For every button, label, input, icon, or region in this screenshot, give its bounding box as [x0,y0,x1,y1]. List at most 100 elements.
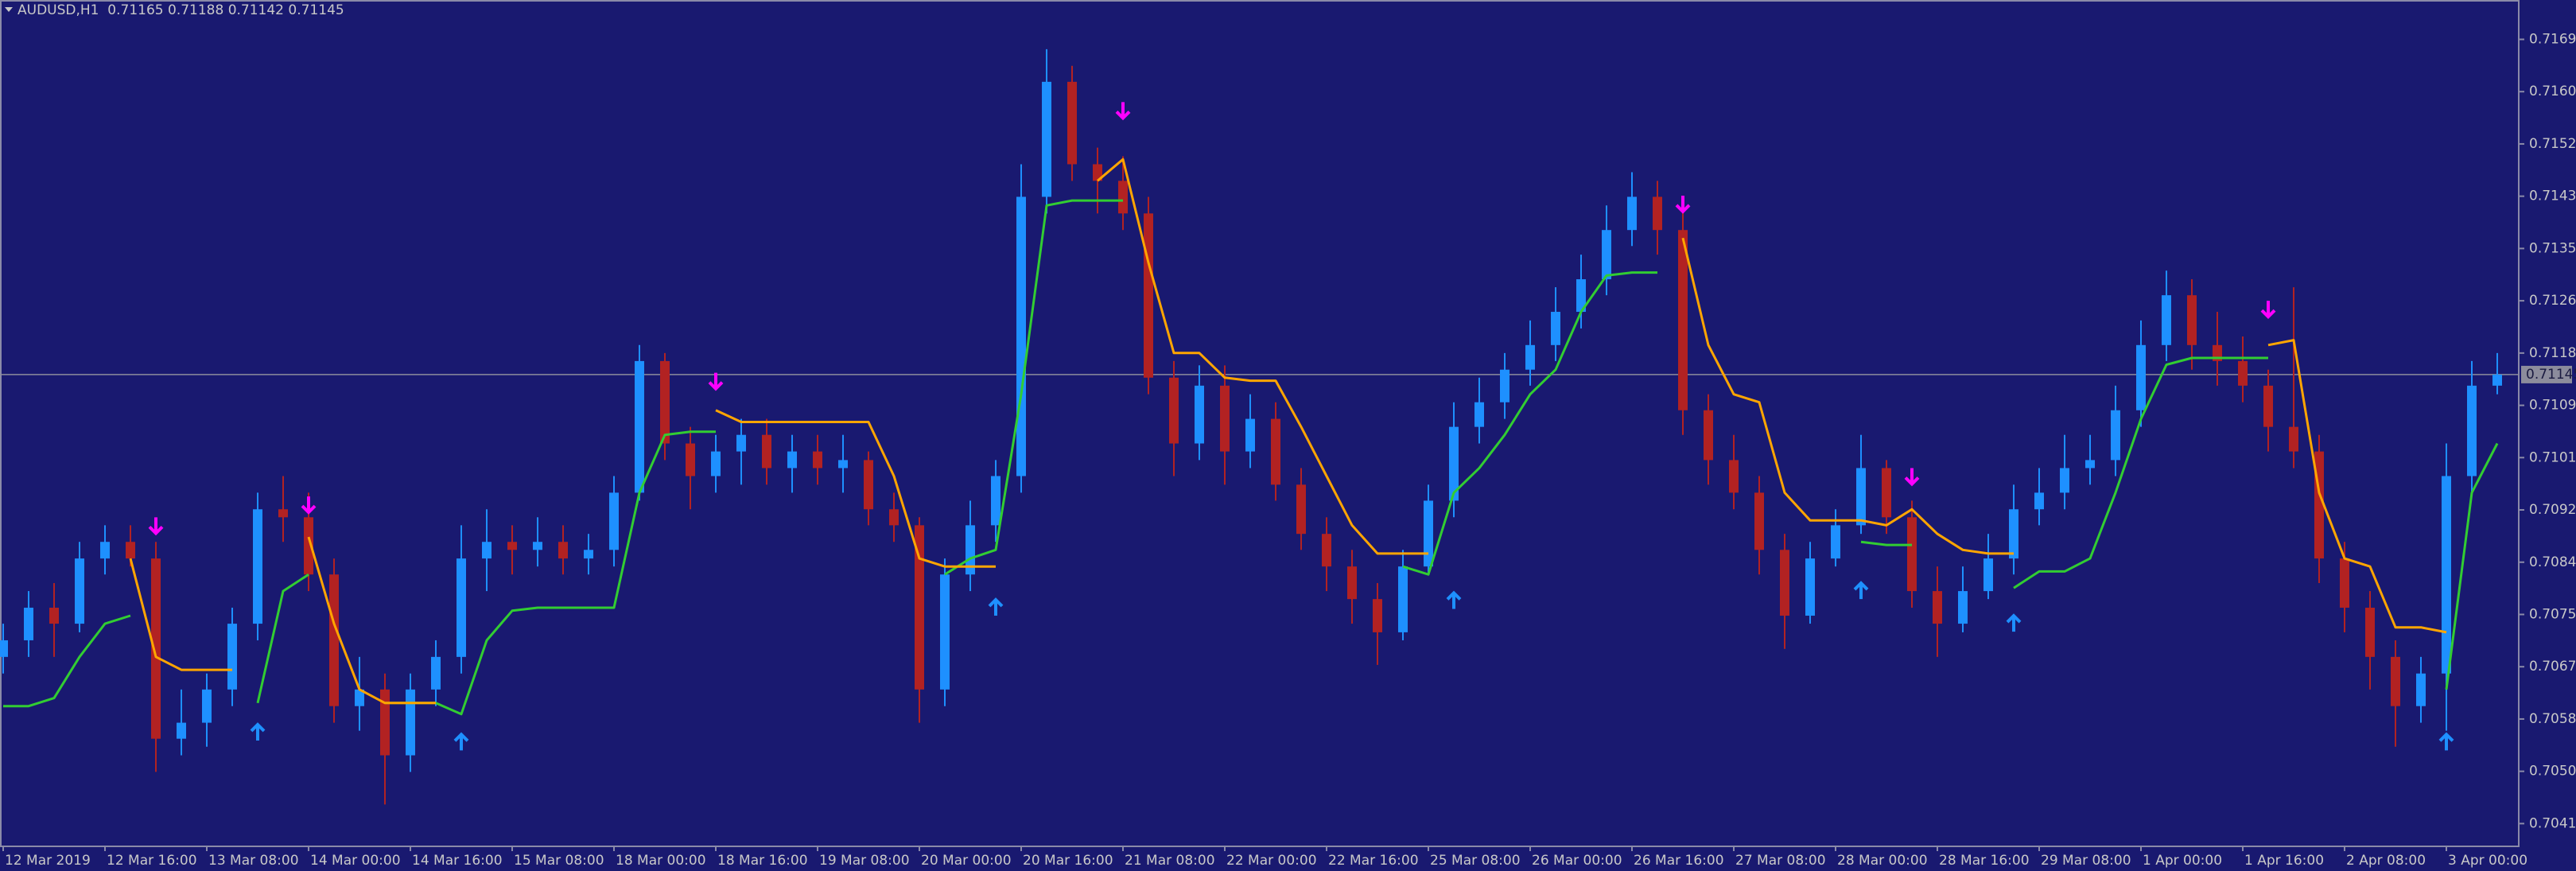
y-tick-label: 0.71265 [2529,293,2576,309]
candle-body [1373,599,1382,632]
x-tick-label: 28 Mar 00:00 [1837,853,1928,869]
signal-arrow [1675,195,1691,214]
signal-arrow [1446,590,1462,609]
last-price-label: 0.71145 [2526,367,2576,383]
candle-body [75,558,84,624]
candle-body [2263,385,2273,427]
candle-body [635,360,644,493]
candle-body [482,542,491,559]
candle-body [126,542,135,559]
x-tick-label: 27 Mar 08:00 [1735,853,1826,869]
signal-arrow [2260,301,2276,320]
candle-body [966,525,975,575]
candle-body [1474,402,1484,427]
candle-body [380,689,390,756]
chart-title: AUDUSD,H1 0.71165 0.71188 0.71142 0.7114… [17,2,344,18]
candle-body [1271,418,1280,485]
candle-body [2289,426,2298,452]
candle-body [1245,418,1255,452]
candle-body [1144,213,1153,378]
candle-body [940,574,950,690]
candle-body [1195,385,1204,444]
candle-body [1907,517,1917,592]
candle-body [2391,656,2400,706]
candle-body [1678,230,1688,410]
y-tick-label: 0.70415 [2529,815,2576,831]
candle-body [736,434,746,452]
x-tick-label: 1 Apr 16:00 [2244,853,2324,869]
signal-arrow [2438,732,2454,751]
candle-body [253,509,262,624]
candle-body [1602,230,1611,280]
x-tick-label: 18 Mar 00:00 [616,853,706,869]
candle-body [227,624,237,690]
signal-arrow [301,496,317,515]
candle-body [355,689,364,706]
candle-body [24,607,33,640]
y-tick-label: 0.71095 [2529,398,2576,414]
candle-body [2034,492,2044,510]
candle-body [1169,377,1179,444]
x-tick-label: 26 Mar 16:00 [1634,853,1724,869]
menu-triangle[interactable] [5,7,13,12]
x-tick-label: 13 Mar 08:00 [208,853,299,869]
candle-body [584,550,593,559]
candle-body [1016,196,1026,476]
candle-body [1398,566,1408,632]
candle-body [1067,81,1077,165]
plot-frame [0,0,2520,847]
signal-arrow [1853,581,1869,600]
x-tick-label: 18 Mar 16:00 [717,853,808,869]
x-tick-label: 15 Mar 08:00 [514,853,604,869]
candle-body [991,476,1000,526]
y-tick-label: 0.71605 [2529,84,2576,99]
candle-body [1653,196,1662,231]
signal-arrow [988,597,1004,616]
x-tick-label: 25 Mar 08:00 [1430,853,1521,869]
x-tick-label: 28 Mar 16:00 [1939,853,2030,869]
candle-body [2060,468,2069,493]
candle-body [49,607,59,624]
candle-body [2111,410,2120,461]
x-tick-label: 19 Mar 08:00 [819,853,910,869]
indicator-line [129,157,2447,705]
candle-body [1525,344,1535,370]
candle-body [1296,484,1306,535]
x-tick-label: 29 Mar 08:00 [2041,853,2131,869]
candle-body [2365,607,2375,657]
candle-body [1754,492,1764,550]
candle-body [787,451,797,469]
candle-body [2085,460,2095,469]
candle-body [533,542,542,550]
y-tick-label: 0.71435 [2529,189,2576,204]
candle-body [406,689,415,756]
candle-body [2492,374,2502,386]
x-tick-label: 14 Mar 16:00 [412,853,503,869]
indicator-line [3,199,2499,716]
y-tick-label: 0.70755 [2529,606,2576,622]
candle-body [1704,410,1713,461]
candle-body [1958,591,1968,624]
x-tick-label: 12 Mar 16:00 [107,853,197,869]
candle-body [278,509,288,518]
candle-body [609,492,619,550]
candle-body [1831,525,1840,559]
signal-arrow [1115,102,1131,121]
candle-body [838,460,848,469]
candle-body [1220,385,1230,452]
signal-arrow [453,732,469,751]
candle-body [457,558,466,657]
candle-body [1856,468,1866,526]
candle-body [660,360,670,444]
candle-body [2340,558,2349,608]
x-tick-label: 1 Apr 00:00 [2143,853,2222,869]
y-tick-label: 0.70925 [2529,502,2576,518]
candle-body [558,542,568,559]
candle-body [2416,673,2426,706]
x-tick-label: 20 Mar 00:00 [921,853,1012,869]
candle-body [1322,534,1331,567]
